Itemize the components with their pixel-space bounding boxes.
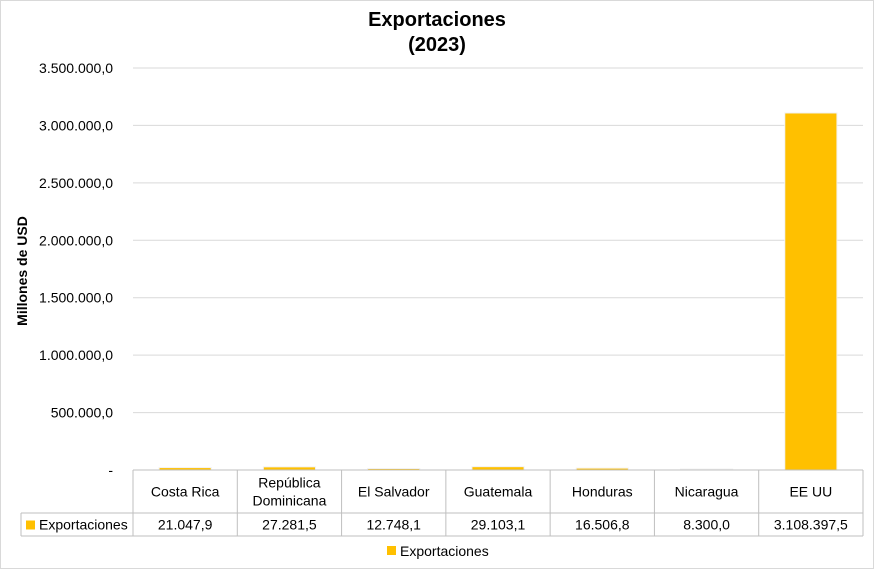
x-tick-label: EE UU [789, 484, 832, 500]
bar-layer [158, 112, 838, 471]
data-label: 29.103,1 [471, 517, 526, 533]
bar [784, 112, 838, 471]
legend: Exportaciones [387, 543, 489, 559]
x-tick-label: Guatemala [464, 484, 533, 500]
data-label: 16.506,8 [575, 517, 630, 533]
table-series-name: Exportaciones [39, 517, 128, 533]
data-table: Costa Rica República Dominicana El Salvador… [20, 469, 864, 537]
y-axis-label: Millones de USD [14, 216, 30, 326]
data-label: 8.300,0 [683, 517, 730, 533]
x-tick-label: Nicaragua [675, 484, 739, 500]
y-tick-label: 3.000.000,0 [39, 117, 113, 133]
chart-title: Exportaciones [368, 9, 506, 31]
legend-key [387, 546, 396, 555]
y-tick-label: - [108, 462, 113, 478]
x-tick-label: Dominicana [252, 493, 326, 509]
chart-subtitle: (2023) [408, 34, 466, 56]
data-label: 21.047,9 [158, 517, 213, 533]
y-tick-label: 2.500.000,0 [39, 175, 113, 191]
x-tick-label: República [258, 475, 320, 491]
x-tick-label: Honduras [572, 484, 633, 500]
legend-label: Exportaciones [400, 543, 489, 559]
data-label: 12.748,1 [366, 517, 421, 533]
y-tick-label: 3.500.000,0 [39, 60, 113, 76]
y-tick-label: 1.500.000,0 [39, 290, 113, 306]
x-tick-label: Costa Rica [151, 484, 220, 500]
grid-layer [133, 67, 863, 414]
y-tick-label: 1.000.000,0 [39, 347, 113, 363]
y-tick-label: 500.000,0 [51, 405, 113, 421]
data-label: 27.281,5 [262, 517, 317, 533]
y-tick-label: 2.000.000,0 [39, 232, 113, 248]
y-tick-labels: - 500.000,0 1.000.000,0 1.500.000,0 2.000.00… [39, 60, 113, 478]
table-series-key [26, 520, 35, 530]
bar [471, 466, 525, 471]
data-label: 3.108.397,5 [774, 517, 848, 533]
x-tick-label: El Salvador [358, 484, 430, 500]
